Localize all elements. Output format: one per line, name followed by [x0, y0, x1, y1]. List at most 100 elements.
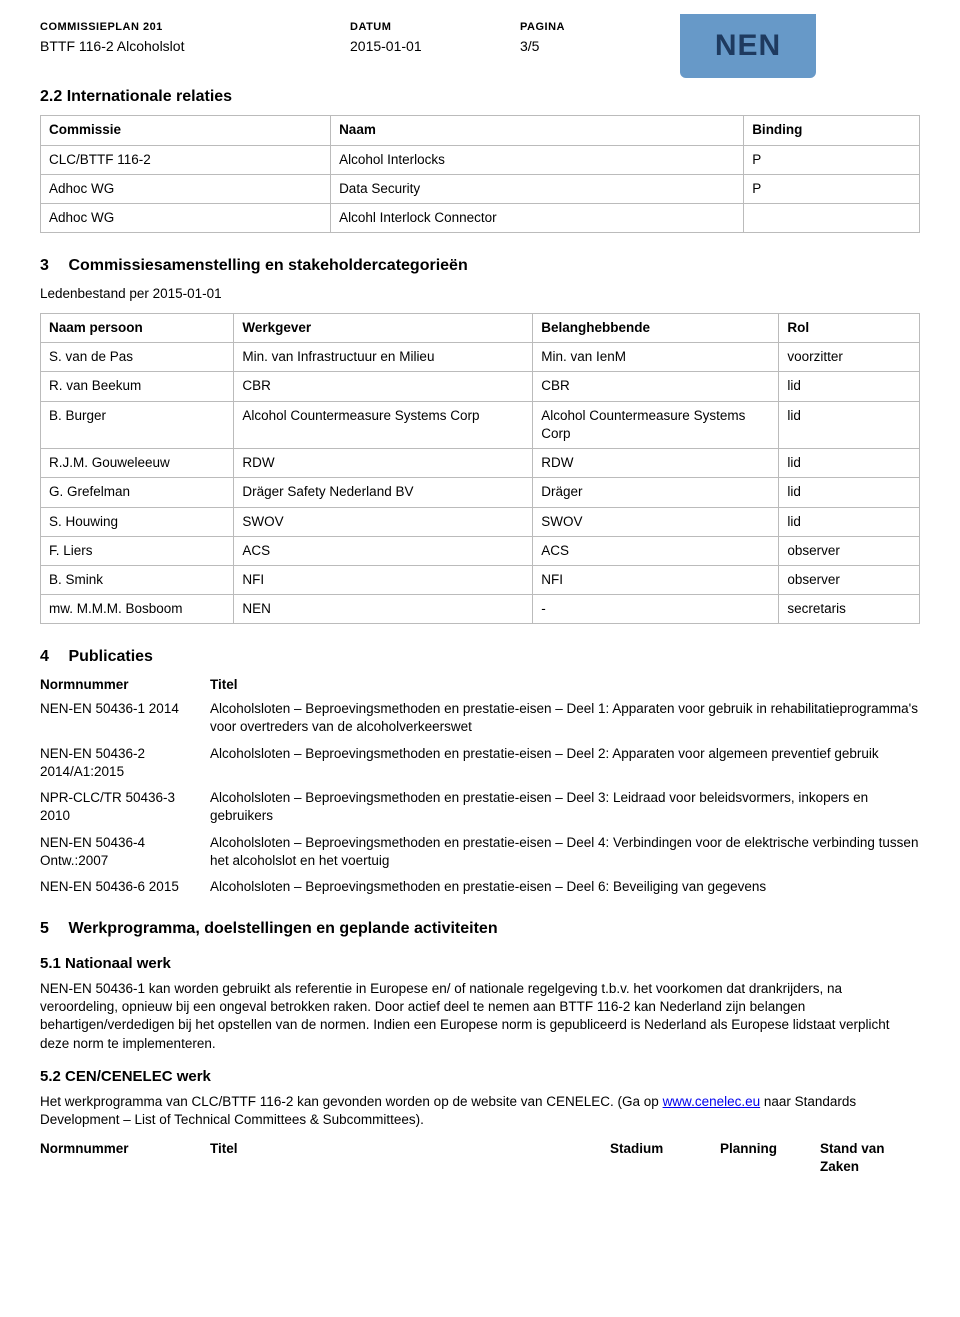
table-cell: NFI [234, 565, 533, 594]
section-5-num: 5 [40, 918, 64, 940]
publication-title: Alcoholsloten – Beproevingsmethoden en p… [210, 789, 920, 825]
label-pagina: PAGINA [520, 20, 640, 35]
value-datum: 2015-01-01 [350, 37, 520, 56]
value-commissieplan: BTTF 116-2 Alcoholslot [40, 37, 350, 56]
section-5-title: 5 Werkprogramma, doelstellingen en gepla… [40, 918, 920, 940]
table-cell: NEN [234, 595, 533, 624]
table-cell: S. Houwing [41, 507, 234, 536]
publication-title: Alcoholsloten – Beproevingsmethoden en p… [210, 745, 920, 781]
table-cell: Min. van Infrastructuur en Milieu [234, 343, 533, 372]
logo-text: NEN [715, 26, 781, 67]
table-cell: voorzitter [779, 343, 920, 372]
section-5-2-body: Het werkprogramma van CLC/BTTF 116-2 kan… [40, 1093, 920, 1129]
table-cell: G. Grefelman [41, 478, 234, 507]
publication-normnummer: NEN-EN 50436-4 Ontw.:2007 [40, 834, 210, 870]
table-row: Adhoc WGData SecurityP [41, 174, 920, 203]
table-row: Adhoc WGAlcohl Interlock Connector [41, 203, 920, 232]
table-cell: lid [779, 372, 920, 401]
th-binding: Binding [744, 116, 920, 145]
table-cell: observer [779, 536, 920, 565]
publication-title: Alcoholsloten – Beproevingsmethoden en p… [210, 878, 920, 896]
table-row: R.J.M. GouweleeuwRDWRDWlid [41, 449, 920, 478]
table-cell: R.J.M. Gouweleeuw [41, 449, 234, 478]
publications-list: NEN-EN 50436-1 2014Alcoholsloten – Bepro… [40, 700, 920, 896]
table-cell: F. Liers [41, 536, 234, 565]
section-5-2-title: 5.2 CEN/CENELEC werk [40, 1067, 920, 1087]
cenelec-link[interactable]: www.cenelec.eu [663, 1094, 761, 1109]
table-cell: Adhoc WG [41, 203, 331, 232]
publication-row: NEN-EN 50436-2 2014/A1:2015Alcoholsloten… [40, 745, 920, 781]
table-cell: Min. van IenM [533, 343, 779, 372]
section-2-2-title: 2.2 Internationale relaties [40, 86, 920, 108]
publication-title: Alcoholsloten – Beproevingsmethoden en p… [210, 834, 920, 870]
section-4-num: 4 [40, 646, 64, 668]
th-naam: Naam [331, 116, 744, 145]
publication-row: NEN-EN 50436-1 2014Alcoholsloten – Bepro… [40, 700, 920, 736]
section-4-label: Publicaties [68, 648, 152, 665]
publication-title: Alcoholsloten – Beproevingsmethoden en p… [210, 700, 920, 736]
table-row: R. van BeekumCBRCBRlid [41, 372, 920, 401]
th-werkgever: Werkgever [234, 314, 533, 343]
table-cell: Dräger [533, 478, 779, 507]
publication-row: NEN-EN 50436-4 Ontw.:2007Alcoholsloten –… [40, 834, 920, 870]
table-cell: lid [779, 507, 920, 536]
label-commissieplan: COMMISSIEPLAN 201 [40, 20, 350, 35]
table-cell: SWOV [533, 507, 779, 536]
th-rol: Rol [779, 314, 920, 343]
table-row: B. BurgerAlcohol Countermeasure Systems … [41, 401, 920, 448]
table-cell: Adhoc WG [41, 174, 331, 203]
table-cell: CBR [234, 372, 533, 401]
table-row: S. van de PasMin. van Infrastructuur en … [41, 343, 920, 372]
table-cell: Alcohol Countermeasure Systems Corp [533, 401, 779, 448]
s52-pre: Het werkprogramma van CLC/BTTF 116-2 kan… [40, 1094, 663, 1109]
table-row: B. SminkNFINFIobserver [41, 565, 920, 594]
publication-row: NEN-EN 50436-6 2015Alcoholsloten – Bepro… [40, 878, 920, 896]
th-commissie: Commissie [41, 116, 331, 145]
table-cell: secretaris [779, 595, 920, 624]
section-3-label: Commissiesamenstelling en stakeholdercat… [68, 257, 467, 274]
table-cell: CBR [533, 372, 779, 401]
workprogram-table-header: Normnummer Titel Stadium Planning Stand … [40, 1140, 920, 1176]
table-cell: RDW [533, 449, 779, 478]
publication-normnummer: NPR-CLC/TR 50436-3 2010 [40, 789, 210, 825]
section-5-label: Werkprogramma, doelstellingen en gepland… [68, 920, 497, 937]
table-cell: lid [779, 449, 920, 478]
table-cell: ACS [234, 536, 533, 565]
table-cell: P [744, 145, 920, 174]
publication-normnummer: NEN-EN 50436-1 2014 [40, 700, 210, 736]
table-cell: Alcohol Interlocks [331, 145, 744, 174]
fhdr-planning: Planning [720, 1140, 820, 1176]
table-cell: R. van Beekum [41, 372, 234, 401]
section-5-1-title: 5.1 Nationaal werk [40, 954, 920, 974]
publication-normnummer: NEN-EN 50436-6 2015 [40, 878, 210, 896]
table-cell: B. Smink [41, 565, 234, 594]
table-row: CLC/BTTF 116-2Alcohol InterlocksP [41, 145, 920, 174]
table-cell: P [744, 174, 920, 203]
table-row: F. LiersACSACSobserver [41, 536, 920, 565]
table-members: Naam persoon Werkgever Belanghebbende Ro… [40, 313, 920, 624]
table-international-relations: Commissie Naam Binding CLC/BTTF 116-2Alc… [40, 115, 920, 233]
th-naam-persoon: Naam persoon [41, 314, 234, 343]
pub-hdr-normnummer: Normnummer [40, 676, 210, 694]
table-cell: ACS [533, 536, 779, 565]
table-cell: observer [779, 565, 920, 594]
logo: NEN [680, 14, 816, 78]
ledenbestand-note: Ledenbestand per 2015-01-01 [40, 285, 920, 303]
table-cell: S. van de Pas [41, 343, 234, 372]
value-pagina: 3/5 [520, 37, 640, 56]
section-4-title: 4 Publicaties [40, 646, 920, 668]
table-cell: RDW [234, 449, 533, 478]
table-cell: - [533, 595, 779, 624]
th-belanghebbende: Belanghebbende [533, 314, 779, 343]
fhdr-stand: Stand van Zaken [820, 1140, 920, 1176]
table-cell: CLC/BTTF 116-2 [41, 145, 331, 174]
label-datum: DATUM [350, 20, 520, 35]
table-cell: Alcohol Countermeasure Systems Corp [234, 401, 533, 448]
fhdr-normnummer: Normnummer [40, 1140, 210, 1176]
table-cell: Alcohl Interlock Connector [331, 203, 744, 232]
table-cell: Dräger Safety Nederland BV [234, 478, 533, 507]
table-cell: lid [779, 478, 920, 507]
pub-hdr-titel: Titel [210, 676, 920, 694]
section-3-num: 3 [40, 255, 64, 277]
section-5-1-body: NEN-EN 50436-1 kan worden gebruikt als r… [40, 980, 920, 1053]
